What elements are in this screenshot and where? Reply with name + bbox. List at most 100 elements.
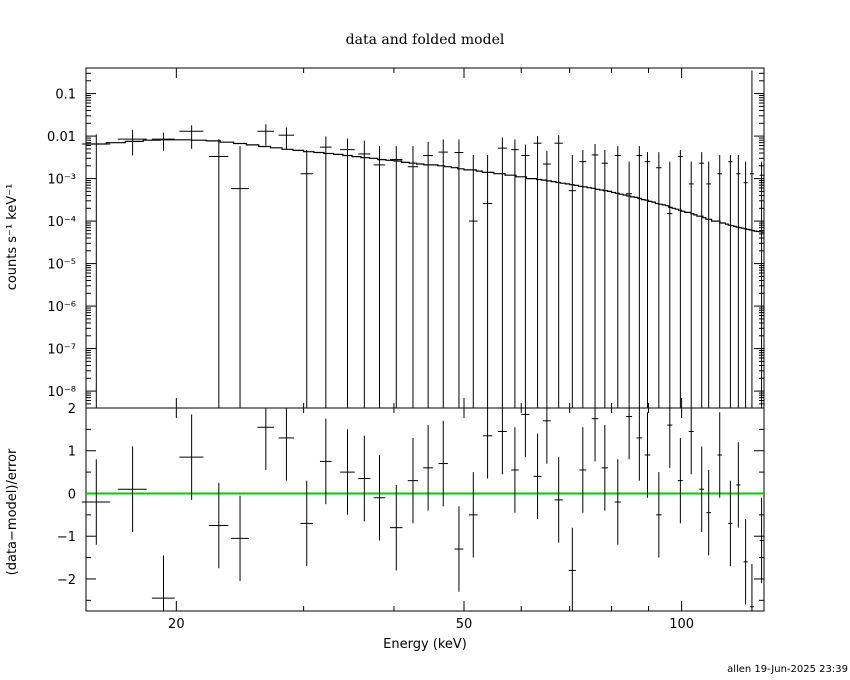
- residual-point: [736, 442, 741, 528]
- data-point: [389, 146, 403, 408]
- residual-point: [438, 420, 448, 507]
- data-point: [438, 139, 448, 408]
- residual-point: [644, 412, 651, 498]
- residual-point: [743, 519, 748, 605]
- x-tick-label: 100: [669, 617, 694, 632]
- residual-panel: 20 50 100 2 1 0 −1 −2: [57, 402, 765, 632]
- data-point: [278, 127, 295, 149]
- y-tick-label: 10⁻⁶: [47, 300, 76, 315]
- data-point: [614, 146, 621, 408]
- data-point: [542, 150, 551, 408]
- residual-point: [554, 457, 563, 543]
- data-point: [677, 150, 683, 408]
- y-tick-label: 0.01: [47, 130, 76, 145]
- residual-point: [230, 495, 249, 582]
- residual-point: [358, 435, 371, 522]
- data-point: [300, 150, 313, 408]
- residual-point: [699, 446, 705, 532]
- residual-point: [257, 408, 275, 470]
- data-point: [736, 154, 741, 408]
- data-point: [230, 146, 249, 408]
- y-tick-label: 10⁻⁵: [47, 258, 76, 273]
- residual-point: [423, 425, 434, 511]
- residual-point: [591, 408, 599, 462]
- y-tick-label: 10⁻³: [47, 173, 76, 188]
- data-point: [699, 152, 705, 408]
- residual-point: [521, 408, 530, 458]
- residual-point: [706, 469, 711, 556]
- residual-point: [579, 427, 587, 513]
- residual-point: [300, 480, 313, 567]
- residual-point: [728, 480, 733, 567]
- data-point: [579, 150, 587, 408]
- residual-point: [636, 408, 643, 481]
- data-point: [533, 136, 542, 408]
- residual-point: [749, 563, 754, 611]
- residual-point: [373, 455, 386, 541]
- residual-point: [759, 497, 764, 584]
- residual-point: [568, 527, 576, 611]
- data-point: [667, 161, 673, 408]
- residual-point: [468, 472, 478, 558]
- chart-title: data and folded model: [346, 32, 505, 48]
- y-tick-label: 0.1: [55, 88, 76, 103]
- data-point: [151, 132, 175, 151]
- data-point: [706, 161, 711, 408]
- data-point: [209, 139, 229, 408]
- residual-point: [117, 446, 147, 532]
- residual-point: [340, 429, 355, 515]
- residual-point: [407, 437, 419, 524]
- residual-point: [533, 433, 542, 520]
- data-point: [423, 141, 434, 408]
- y-tick-label: −1: [57, 530, 76, 545]
- data-point: [454, 139, 464, 408]
- residual-point: [667, 408, 673, 468]
- x-tick-label: 50: [456, 617, 473, 632]
- residual-point: [542, 408, 551, 464]
- y-tick-label: −2: [57, 573, 76, 588]
- data-point: [407, 146, 419, 408]
- data-point: [482, 154, 493, 408]
- y-tick-label: 10⁻⁷: [47, 343, 76, 358]
- data-point: [468, 154, 478, 408]
- residual-point: [614, 459, 621, 545]
- residual-point: [497, 408, 507, 475]
- residual-point: [179, 414, 204, 500]
- x-axis-label: Energy (keV): [383, 637, 467, 652]
- data-point: [644, 152, 651, 408]
- y-tick-label: 10⁻⁸: [47, 385, 76, 400]
- data-point: [591, 144, 599, 408]
- data-point: [688, 161, 694, 408]
- spectrum-panel: 0.1 0.01 10⁻³ 10⁻⁴ 10⁻⁵ 10⁻⁶ 10⁻⁷ 10⁻⁸: [47, 67, 765, 409]
- residual-point: [389, 484, 403, 571]
- data-point: [717, 154, 722, 408]
- data-point: [257, 124, 275, 146]
- residual-point: [278, 408, 295, 481]
- residual-point: [454, 506, 464, 592]
- data-point: [554, 135, 563, 408]
- data-point: [117, 129, 147, 156]
- data-point: [521, 144, 530, 408]
- residual-point: [688, 408, 694, 475]
- data-point: [601, 150, 609, 408]
- residual-point: [656, 472, 662, 558]
- y-tick-label: 1: [68, 445, 76, 460]
- y-tick-label: 10⁻⁴: [47, 215, 76, 230]
- residual-point: [151, 555, 175, 611]
- x-tick-label: 20: [168, 617, 185, 632]
- data-point: [749, 70, 754, 408]
- data-point: [656, 152, 662, 408]
- data-point: [568, 154, 576, 408]
- bottom-ylabel: (data−model)/error: [5, 448, 20, 575]
- residual-point: [717, 412, 722, 498]
- residual-point: [319, 418, 332, 505]
- data-point: [743, 161, 748, 408]
- residual-point: [626, 408, 633, 460]
- residual-point: [209, 482, 229, 569]
- data-point: [728, 154, 733, 408]
- data-point: [636, 146, 643, 408]
- data-point: [373, 146, 386, 408]
- data-point: [511, 139, 519, 408]
- data-point: [626, 161, 633, 408]
